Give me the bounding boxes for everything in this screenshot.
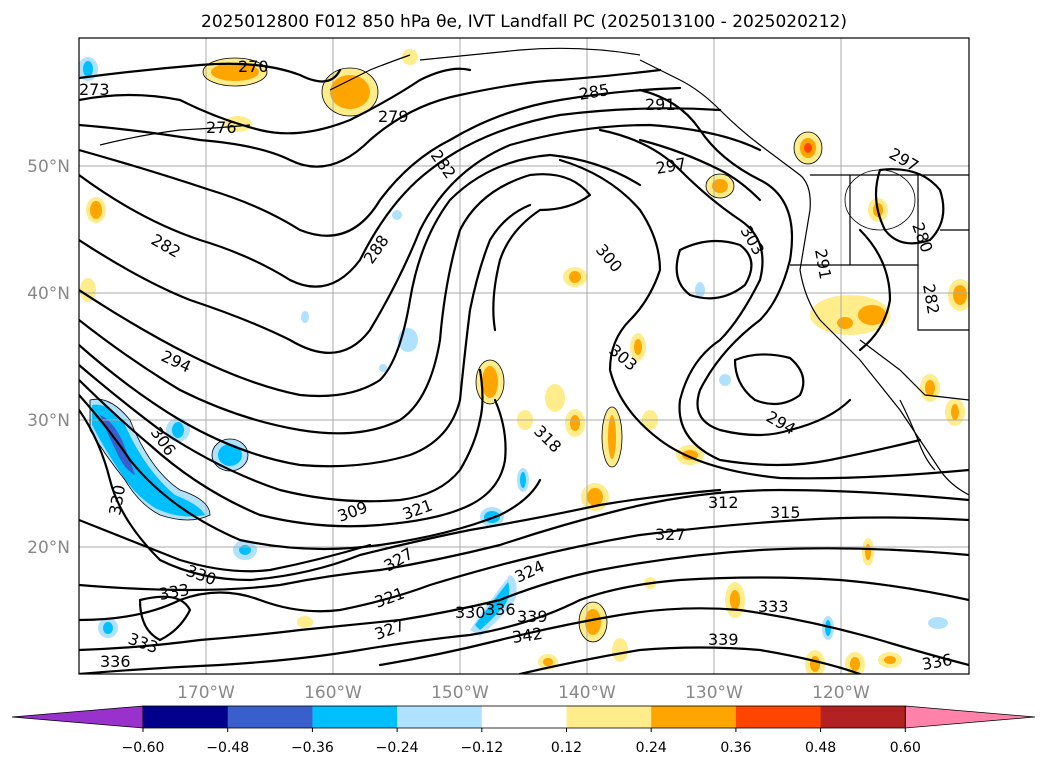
- shading-outlines: [89, 57, 916, 643]
- colorbar-tick-label: 0.36: [720, 740, 751, 756]
- colorbar-segment: [481, 706, 567, 728]
- contour-label: 339: [517, 607, 548, 626]
- colorbar-segment: [143, 706, 229, 728]
- chart-title: 2025012800 F012 850 hPa θe, IVT Landfall…: [201, 12, 847, 32]
- lon-label-130w: 130°W: [685, 683, 743, 703]
- contour-label: 276: [206, 118, 237, 137]
- map-frame: [78, 37, 970, 675]
- colorbar-segment: [227, 706, 313, 728]
- contour-label: 330: [455, 603, 486, 622]
- contour-label: 336: [100, 652, 131, 671]
- colorbar-tick-label: 0.48: [805, 740, 836, 756]
- colorbar-segment: [820, 706, 906, 728]
- lon-label-140w: 140°W: [558, 683, 616, 703]
- lon-label-170w: 170°W: [177, 683, 235, 703]
- colorbar-segment: [566, 706, 652, 728]
- contour-label: 336: [485, 600, 516, 619]
- contour-label: 327: [655, 525, 686, 544]
- contour-label: 279: [378, 107, 409, 126]
- colorbar-tick-label: −0.24: [376, 740, 419, 756]
- theta-e-contours: [79, 62, 969, 674]
- colorbar: −0.60 −0.48 −0.36 −0.24 −0.12 0.12 0.24 0.36 0.4…: [11, 705, 1036, 756]
- lat-label-20n: 20°N: [27, 538, 70, 558]
- contour-label: 333: [758, 597, 789, 616]
- lat-label-40n: 40°N: [27, 284, 70, 304]
- lon-label-160w: 160°W: [304, 683, 362, 703]
- ivt-shading: [79, 49, 969, 674]
- lat-label-30n: 30°N: [27, 411, 70, 431]
- contour-label: 291: [645, 95, 676, 114]
- lon-label-120w: 120°W: [812, 683, 870, 703]
- contour-label: 312: [708, 493, 739, 512]
- colorbar-segment: [397, 706, 483, 728]
- lon-label-150w: 150°W: [431, 683, 489, 703]
- colorbar-tick-label: −0.36: [291, 740, 334, 756]
- colorbar-tick-label: −0.48: [206, 740, 249, 756]
- longitude-labels: 170°W 160°W 150°W 140°W 130°W 120°W: [177, 683, 870, 703]
- colorbar-segment: [651, 706, 737, 728]
- colorbar-segment: [735, 706, 822, 728]
- gridlines: [79, 38, 969, 674]
- colorbar-tick-label: 0.60: [890, 740, 921, 756]
- colorbar-tick-label: −0.12: [460, 740, 503, 756]
- colorbar-tick-label: −0.60: [122, 740, 165, 756]
- colorbar-frame: [142, 705, 906, 729]
- colorbar-tick-label: 0.12: [551, 740, 582, 756]
- colorbar-segment: [312, 706, 398, 728]
- colorbar-tick-label: 0.24: [636, 740, 667, 756]
- contour-label: 342: [511, 624, 544, 647]
- coastlines: [99, 47, 969, 496]
- latitude-labels: 50°N 40°N 30°N 20°N: [27, 157, 70, 558]
- lat-label-50n: 50°N: [27, 157, 70, 177]
- contour-label: 273: [79, 80, 110, 99]
- colorbar-extend-min: [11, 705, 144, 729]
- contour-label: 339: [708, 630, 739, 649]
- contour-label: 270: [238, 57, 269, 76]
- contour-label: 315: [770, 503, 801, 522]
- colorbar-extend-max: [904, 705, 1036, 729]
